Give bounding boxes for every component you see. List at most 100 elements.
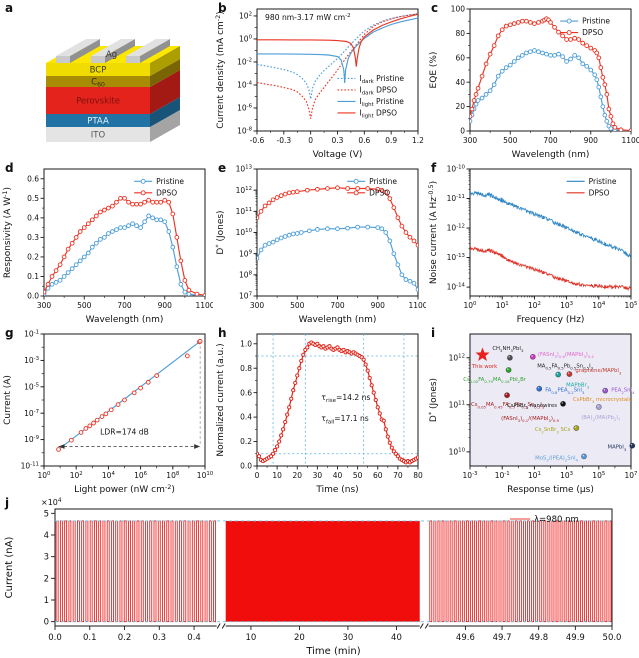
svg-text:Ilight DPSO: Ilight DPSO (360, 109, 398, 120)
svg-text:105: 105 (592, 471, 605, 480)
svg-text:40: 40 (455, 78, 465, 87)
svg-text:CsPbBr3 microcrystals: CsPbBr3 microcrystals (573, 397, 632, 404)
svg-text:0.3: 0.3 (153, 633, 167, 643)
svg-text:Responsivity (A W-1): Responsivity (A W-1) (1, 187, 13, 278)
svg-text:2: 2 (44, 574, 49, 584)
svg-text:104: 104 (102, 471, 116, 480)
svg-text:0.1: 0.1 (27, 272, 39, 281)
svg-text:Cs2SnBr3 SCs: Cs2SnBr3 SCs (535, 427, 571, 434)
svg-text:102: 102 (70, 471, 83, 480)
svg-text:100: 100 (451, 5, 466, 14)
svg-text:10-11: 10-11 (21, 462, 39, 471)
svg-text:0: 0 (44, 618, 49, 628)
svg-text:1011: 1011 (449, 400, 465, 409)
svg-text:100: 100 (464, 301, 478, 310)
svg-text:Wavelength (nm): Wavelength (nm) (299, 315, 377, 325)
svg-text:10-6: 10-6 (237, 104, 252, 113)
svg-text:0.4: 0.4 (187, 633, 201, 643)
svg-text:1100: 1100 (195, 301, 213, 310)
svg-text:0.4: 0.4 (240, 413, 252, 422)
jv-chart: -0.6 -0.3 0 0.3 0.6 0.9 1.2 10-8 10-6 10-4 10-2 100… (214, 8, 424, 160)
svg-text:1100: 1100 (408, 301, 426, 310)
svg-text:1010: 1010 (449, 447, 466, 456)
svg-text:10-1: 10-1 (495, 471, 510, 480)
svg-text:1100: 1100 (621, 136, 639, 145)
ldr-chart: 100 102 104 106 108 1010 10-11 10-9 10-7 10-5 10-3… (3, 330, 213, 495)
panel-letter-a: a (5, 1, 14, 15)
svg-text:1013: 1013 (236, 165, 252, 174)
svg-text:C60: C60 (91, 78, 105, 89)
svg-text:80: 80 (413, 471, 423, 480)
svg-text:0.8: 0.8 (240, 364, 252, 373)
svg-text:1011: 1011 (236, 207, 252, 216)
panel-letter-g: g (5, 326, 14, 340)
svg-text:Current (A): Current (A) (3, 375, 13, 425)
svg-text:Pristine: Pristine (582, 17, 610, 26)
panel-g-ldr: g 100 102 104 106 108 1010 10-11 10-9 10-7 10-5 10… (0, 325, 213, 495)
svg-text:300: 300 (37, 301, 52, 310)
svg-text:10-8: 10-8 (237, 127, 252, 136)
svg-text:graphene/MAPbI3: graphene/MAPbI3 (575, 368, 621, 375)
svg-text:Time (min): Time (min) (305, 646, 360, 657)
svg-text:1: 1 (44, 596, 49, 606)
panel-c-eqe: c 300 500 700 900 1100 0 20 40 60 80 100 Wavelength… (426, 0, 639, 160)
svg-text:3: 3 (44, 553, 49, 563)
panel-letter-b: b (218, 1, 227, 15)
svg-text:700: 700 (117, 301, 132, 310)
svg-text:10-12: 10-12 (447, 224, 465, 233)
svg-text:MoS2/(PEA)2SnI4: MoS2/(PEA)2SnI4 (535, 455, 578, 462)
svg-text:108: 108 (239, 270, 253, 279)
svg-text:FA0.8PEA0.2SnI3: FA0.8PEA0.2SnI3 (545, 388, 585, 395)
svg-text:10-3: 10-3 (463, 471, 478, 480)
svg-text:40: 40 (333, 471, 343, 480)
panel-h-response-time: h 0 10 20 30 40 50 60 70 80 0.0 0.2 0.4 0.6 0.8 1.0 Tim… (213, 325, 426, 495)
svg-text:DPSO: DPSO (589, 188, 610, 197)
svg-text:MAPbI3: MAPbI3 (608, 445, 627, 452)
svg-text:1012: 1012 (236, 186, 252, 195)
svg-text:BCP: BCP (90, 66, 107, 76)
svg-text:DPSO: DPSO (156, 188, 177, 197)
svg-text:0.3: 0.3 (332, 136, 344, 145)
svg-text:0.2: 0.2 (118, 633, 132, 643)
panel-letter-c: c (431, 1, 439, 15)
svg-text:ITO: ITO (91, 131, 106, 141)
svg-text:10-10: 10-10 (447, 165, 466, 174)
svg-text:0.5: 0.5 (27, 194, 39, 203)
svg-text:700: 700 (330, 301, 345, 310)
transient-response-chart: 0 10 20 30 40 50 60 70 80 0.0 0.2 0.4 0.6 0.8 1.0 Time … (216, 333, 423, 495)
svg-text:MAPbBr3: MAPbBr3 (566, 383, 590, 390)
svg-text:LDR=174 dB: LDR=174 dB (100, 427, 149, 436)
svg-text:0.6: 0.6 (358, 136, 370, 145)
svg-text:-0.6: -0.6 (250, 136, 265, 145)
responsivity-chart: 300 500 700 900 1100 0.0 0.1 0.2 0.3 0.4 0.5 0.6 Wav… (1, 168, 213, 325)
svg-text:105: 105 (625, 301, 638, 310)
svg-text:Noise current (A Hz-0.5): Noise current (A Hz-0.5) (427, 181, 439, 284)
literature-comparison-chart: 10-3 10-1 101 103 105 107 1010 1011 1012 Response… (427, 333, 638, 495)
svg-text:10-2: 10-2 (237, 58, 252, 67)
panel-letter-d: d (5, 161, 14, 175)
svg-text:Normalized current (a.u.): Normalized current (a.u.) (216, 343, 226, 456)
svg-text:10-14: 10-14 (447, 283, 466, 292)
svg-text:0.3: 0.3 (27, 233, 39, 242)
svg-text:101: 101 (528, 471, 541, 480)
svg-text:Voltage (V): Voltage (V) (313, 150, 363, 160)
svg-text:Pristine: Pristine (369, 177, 397, 186)
photoswitching-stability-chart: 0 1 2 3 4 5 ×104 Current (nA) Time (min) 0.0 0.1 0.… (4, 498, 621, 657)
svg-text:λ=980 nm: λ=980 nm (534, 515, 579, 525)
svg-text:500: 500 (77, 301, 92, 310)
svg-text:900: 900 (158, 301, 173, 310)
svg-text:D* (Jones): D* (Jones) (214, 210, 226, 254)
svg-text:10-4: 10-4 (237, 81, 252, 90)
svg-text:10-9: 10-9 (24, 435, 39, 444)
svg-text:102: 102 (239, 12, 252, 21)
svg-text:10-11: 10-11 (447, 194, 465, 203)
svg-text:49.8: 49.8 (529, 633, 548, 643)
svg-text:107: 107 (625, 471, 638, 480)
svg-text:D* (Jones): D* (Jones) (427, 378, 439, 422)
svg-text:Idark DPSO: Idark DPSO (360, 86, 398, 97)
svg-text:Time (ns): Time (ns) (315, 485, 358, 495)
svg-text:0.0: 0.0 (240, 462, 252, 471)
svg-text:49.9: 49.9 (566, 633, 585, 643)
svg-text:Perovskite: Perovskite (76, 97, 120, 107)
panel-e-detectivity: e 300 500 700 900 1100 107 108 109 1010 1011 1012 1… (213, 160, 426, 325)
